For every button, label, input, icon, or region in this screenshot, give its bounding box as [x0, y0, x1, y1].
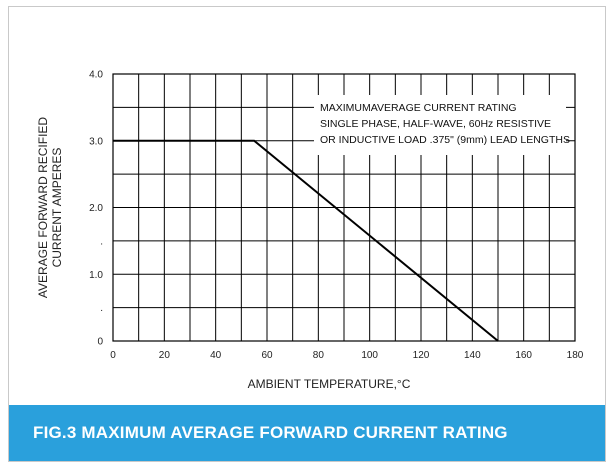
y-tick-label: 1.0 [89, 270, 103, 281]
x-tick-label: 180 [567, 350, 584, 361]
x-tick-label: 20 [159, 350, 171, 361]
y-tick-label: 4.0 [89, 70, 103, 81]
annotation-line-2: SINGLE PHASE, HALF-WAVE, 60Hz RESISTIVE [320, 118, 551, 130]
series-line [113, 139, 499, 342]
x-tick-label: 80 [313, 350, 325, 361]
annotation: MAXIMUMAVERAGE CURRENT RATING SINGLE PHA… [320, 102, 570, 146]
x-tick-label: 60 [261, 350, 273, 361]
y-tick-labels: 0. 1.0. 2.0 3.0 4.0 [89, 70, 103, 348]
y-tick-label: 3.0 [89, 136, 103, 147]
y-tick-label: 0 [97, 337, 103, 348]
y-tick-label: . [100, 303, 103, 314]
y-tick-label: 2.0 [89, 203, 103, 214]
x-tick-label: 160 [515, 350, 532, 361]
figure-frame: MAXIMUMAVERAGE CURRENT RATING SINGLE PHA… [8, 6, 606, 462]
x-tick-label: 140 [464, 350, 481, 361]
series-layer [113, 139, 499, 342]
annotation-line-1: MAXIMUMAVERAGE CURRENT RATING [320, 102, 517, 114]
x-tick-label: 0 [110, 350, 116, 361]
annotation-background [314, 95, 566, 155]
y-axis-title: AVERAGE FORWARD RECIFIED CURRENT AMPERES [36, 117, 64, 298]
figure-caption: FIG.3 MAXIMUM AVERAGE FORWARD CURRENT RA… [33, 423, 508, 442]
y-tick-label: . [100, 236, 103, 247]
x-tick-labels: 0 20 40 60 80 100 120 140 160 180 [110, 350, 584, 361]
x-tick-label: 40 [210, 350, 222, 361]
x-axis-title: AMBIENT TEMPERATURE,°C [248, 377, 411, 391]
figure-caption-bar: FIG.3 MAXIMUM AVERAGE FORWARD CURRENT RA… [9, 405, 605, 461]
y-axis-title-line-1: AVERAGE FORWARD RECIFIED [36, 117, 50, 298]
annotation-line-3: OR INDUCTIVE LOAD .375" (9mm) LEAD LENGT… [320, 134, 570, 146]
derating-chart: MAXIMUMAVERAGE CURRENT RATING SINGLE PHA… [36, 70, 584, 392]
plot-border [112, 73, 576, 342]
x-tick-label: 120 [413, 350, 430, 361]
x-tick-label: 100 [361, 350, 378, 361]
y-axis-title-line-2: CURRENT AMPERES [50, 148, 64, 268]
